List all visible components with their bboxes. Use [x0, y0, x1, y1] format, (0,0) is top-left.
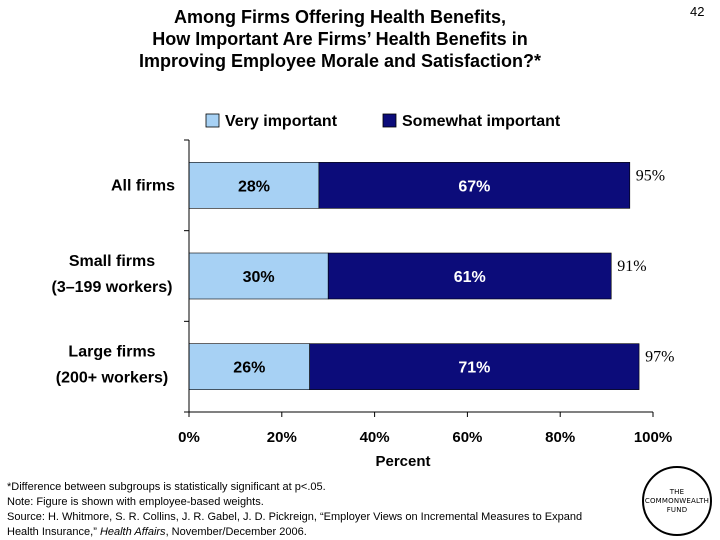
legend-label-0: Very important [225, 113, 338, 130]
commonwealth-fund-logo: THE COMMONWEALTH FUND [642, 466, 712, 536]
chart-title: Among Firms Offering Health Benefits, Ho… [60, 6, 620, 72]
category-label-1-1: (3–199 workers) [52, 279, 173, 296]
category-label-0-0: All firms [111, 177, 175, 194]
footnote-source: Source: H. Whitmore, S. R. Collins, J. R… [7, 511, 583, 523]
bar-segment-0-1 [318, 162, 631, 209]
title-line-2: How Important Are Firms’ Health Benefits… [152, 29, 528, 49]
x-tick-label-5: 100% [634, 429, 672, 446]
bar-segment-2-1 [309, 343, 640, 390]
category-label-2-1: (200+ workers) [56, 370, 169, 387]
data-label-1-1: 61% [454, 269, 486, 286]
x-tick-label-4: 80% [545, 429, 575, 446]
data-label-1-0: 30% [243, 269, 275, 286]
data-label-0-0: 28% [238, 178, 270, 195]
bar-segment-2-0 [188, 343, 310, 390]
total-label-2: 97% [645, 349, 674, 366]
x-axis-label: Percent [375, 453, 430, 470]
logo-line-3: FUND [666, 505, 688, 514]
x-tick-label-3: 60% [452, 429, 482, 446]
logo-line-2: COMMONWEALTH [644, 496, 710, 505]
data-label-2-0: 26% [233, 360, 265, 377]
bar-segment-1-1 [327, 252, 612, 300]
category-label-2-0: Large firms [68, 344, 155, 361]
title-line-3: Improving Employee Morale and Satisfacti… [138, 51, 542, 71]
title-line-1: Among Firms Offering Health Benefits, [173, 7, 507, 27]
total-label-1: 91% [617, 258, 646, 275]
category-label-1-0: Small firms [69, 253, 155, 270]
x-tick-label-0: 0% [178, 429, 200, 446]
source-suffix: , November/December 2006. [165, 526, 307, 538]
data-label-2-1: 71% [458, 360, 490, 377]
x-tick-label-2: 40% [360, 429, 390, 446]
footnote-source-continued: Health Insurance,” Health Affairs, Novem… [7, 525, 647, 540]
logo-line-1: THE [669, 487, 685, 496]
footnote-significance: *Difference between subgroups is statist… [7, 481, 326, 493]
data-label-0-1: 67% [458, 178, 490, 195]
stacked-bar-chart: Very important Somewhat important 28% 67% 95… [52, 113, 675, 470]
footnotes: *Difference between subgroups is statist… [7, 480, 647, 540]
total-label-0: 95% [636, 167, 665, 184]
legend-swatch-1 [382, 113, 397, 128]
legend-swatch-0 [205, 113, 220, 128]
legend-label-1: Somewhat important [402, 113, 561, 130]
source-prefix: Health Insurance,” [7, 526, 100, 538]
page-number: 42 [690, 4, 705, 19]
footnote-note: Note: Figure is shown with employee-base… [7, 496, 264, 508]
x-tick-label-1: 20% [267, 429, 297, 446]
bar-segment-1-0 [188, 252, 329, 300]
source-journal: Health Affairs [99, 526, 166, 538]
